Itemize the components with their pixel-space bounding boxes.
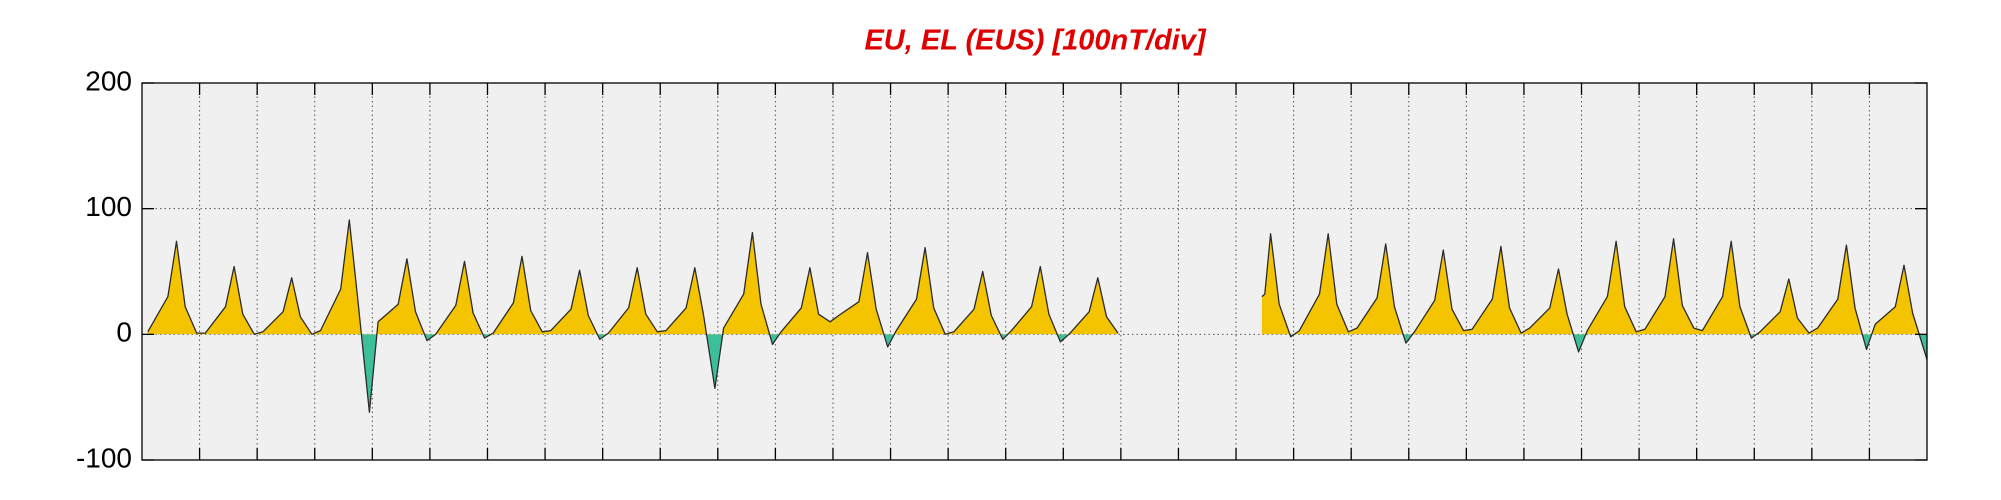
y-tick-label: 0 (116, 317, 132, 348)
fills (147, 220, 1927, 413)
y-tick-label: 200 (85, 65, 132, 96)
plot-area (142, 83, 1927, 460)
ticks: -100 0 100 200 (76, 65, 1927, 473)
plot-frame (141, 82, 1928, 461)
series-line (147, 219, 1928, 413)
chart-title: EU, EL (EUS) [100nT/div] (864, 25, 1206, 57)
lines (147, 219, 1928, 413)
y-tick-label: 100 (85, 191, 132, 222)
y-tick-label: -100 (76, 442, 132, 473)
area-above (147, 220, 1927, 335)
